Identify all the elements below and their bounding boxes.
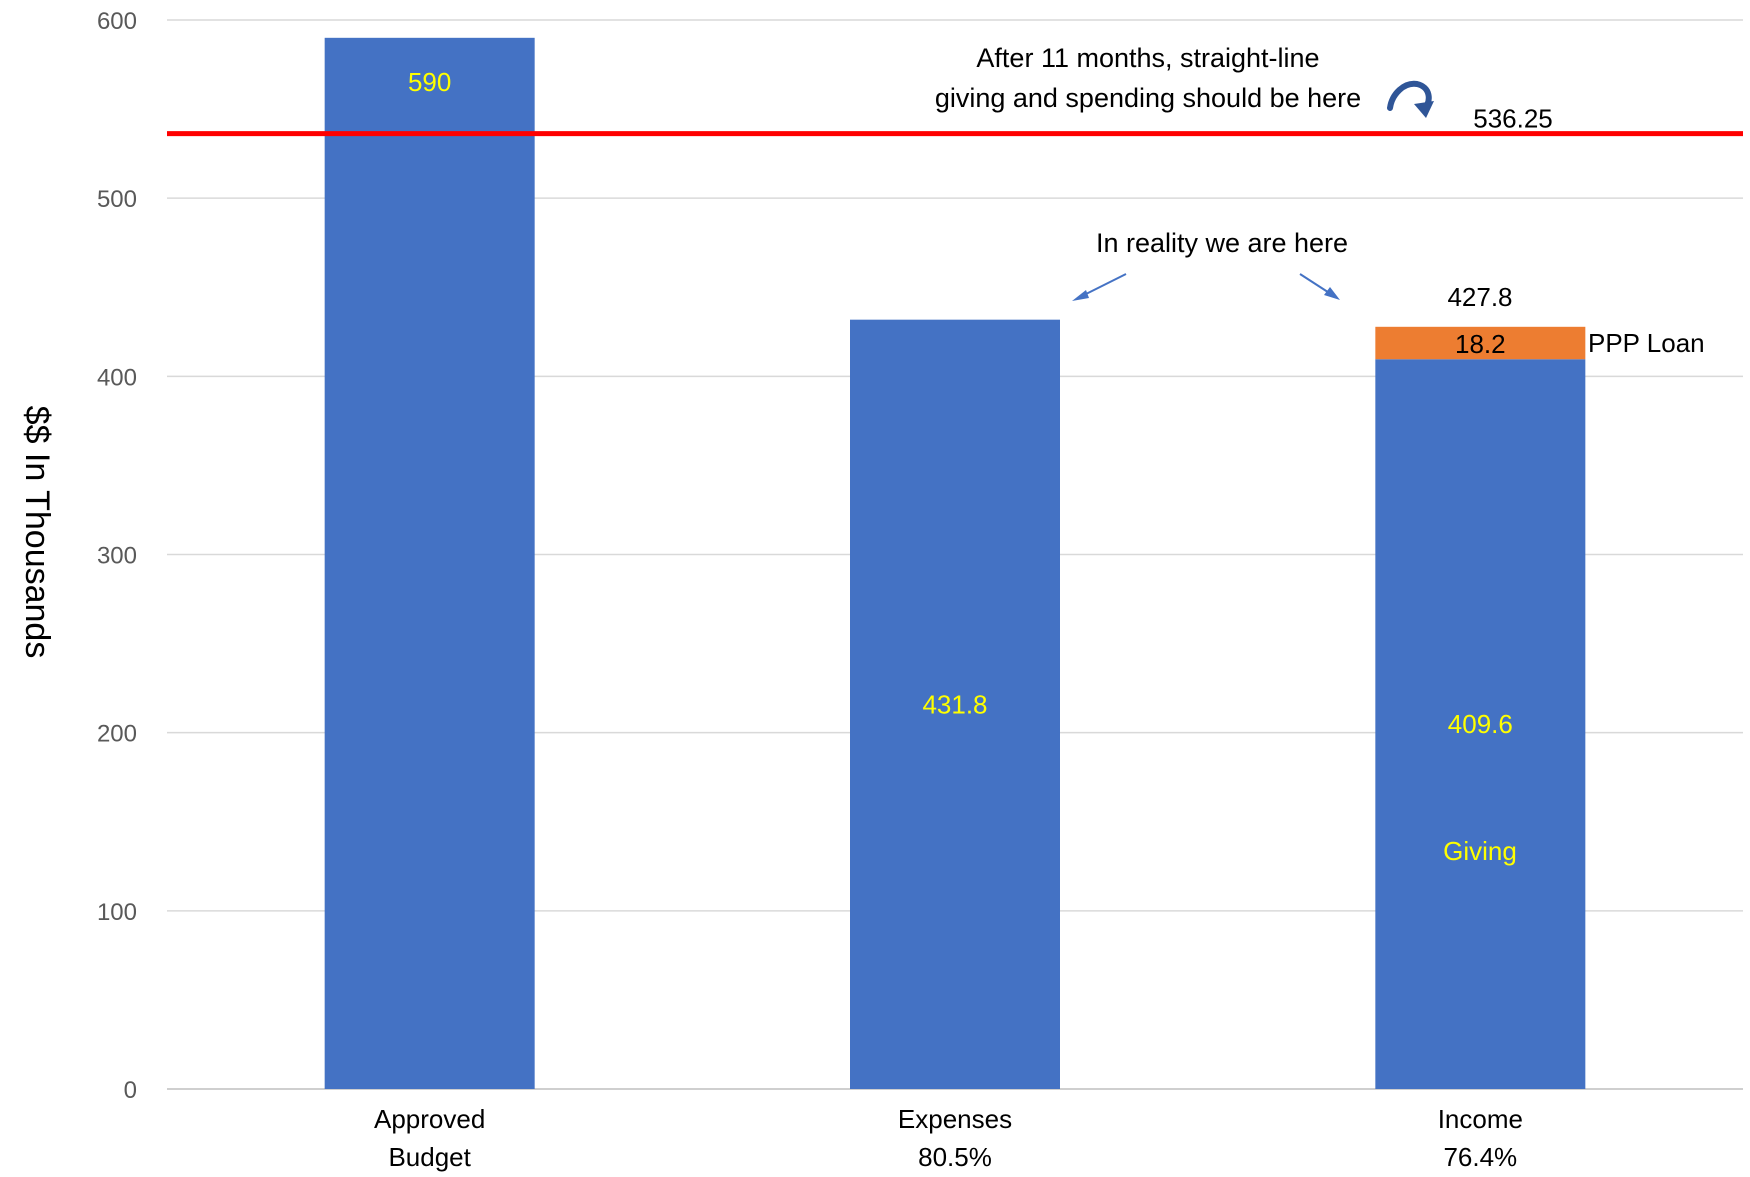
y-tick-label: 0 — [124, 1077, 137, 1104]
y-tick-label: 600 — [97, 8, 137, 35]
reference-line-label: 536.25 — [1473, 104, 1553, 134]
data-label: 590 — [408, 67, 451, 97]
reality-note: In reality we are here — [1096, 228, 1348, 258]
data-label: 431.8 — [922, 689, 987, 719]
reality-arrow-right-head-icon — [1324, 287, 1340, 300]
curved-arrow-icon — [1387, 80, 1432, 113]
y-tick-label: 300 — [97, 543, 137, 570]
y-tick-label: 100 — [97, 899, 137, 926]
y-tick-label: 500 — [97, 186, 137, 213]
giving-label: Giving — [1443, 836, 1517, 866]
bar-segment — [1375, 359, 1586, 1089]
y-axis-title: $$ In Thousands — [18, 406, 56, 659]
y-tick-label: 200 — [97, 721, 137, 748]
straight-line-note-line2: giving and spending should be here — [935, 83, 1361, 113]
data-label: 409.6 — [1448, 709, 1513, 739]
curved-arrow-head-icon — [1414, 101, 1434, 118]
bar-segment — [324, 37, 535, 1090]
ppp-loan-label: PPP Loan — [1588, 328, 1705, 358]
annotations: After 11 months, straight-line giving an… — [935, 43, 1705, 866]
bars — [324, 37, 1586, 1090]
income-total-label: 427.8 — [1447, 282, 1512, 312]
category-label: Budget — [388, 1142, 471, 1172]
data-labels: 590 431.8 409.6 18.2 — [408, 67, 1513, 739]
straight-line-note-line1: After 11 months, straight-line — [976, 43, 1319, 73]
category-label: 76.4% — [1443, 1142, 1517, 1172]
reality-arrow-left-head-icon — [1072, 290, 1089, 301]
category-label: Approved — [374, 1104, 485, 1134]
bar-segment — [850, 319, 1060, 1089]
bar-segment — [1375, 326, 1586, 360]
data-label: 18.2 — [1455, 329, 1506, 359]
category-labels: Approved Budget Expenses 80.5% Income 76.4% — [374, 1104, 1523, 1172]
category-label: Expenses — [898, 1104, 1012, 1134]
category-label: 80.5% — [918, 1142, 992, 1172]
y-tick-labels: 0 100 200 300 400 500 600 — [97, 8, 137, 1104]
y-tick-label: 400 — [97, 364, 137, 391]
category-label: Income — [1438, 1104, 1523, 1134]
reference-line-group: 536.25 — [167, 104, 1743, 137]
